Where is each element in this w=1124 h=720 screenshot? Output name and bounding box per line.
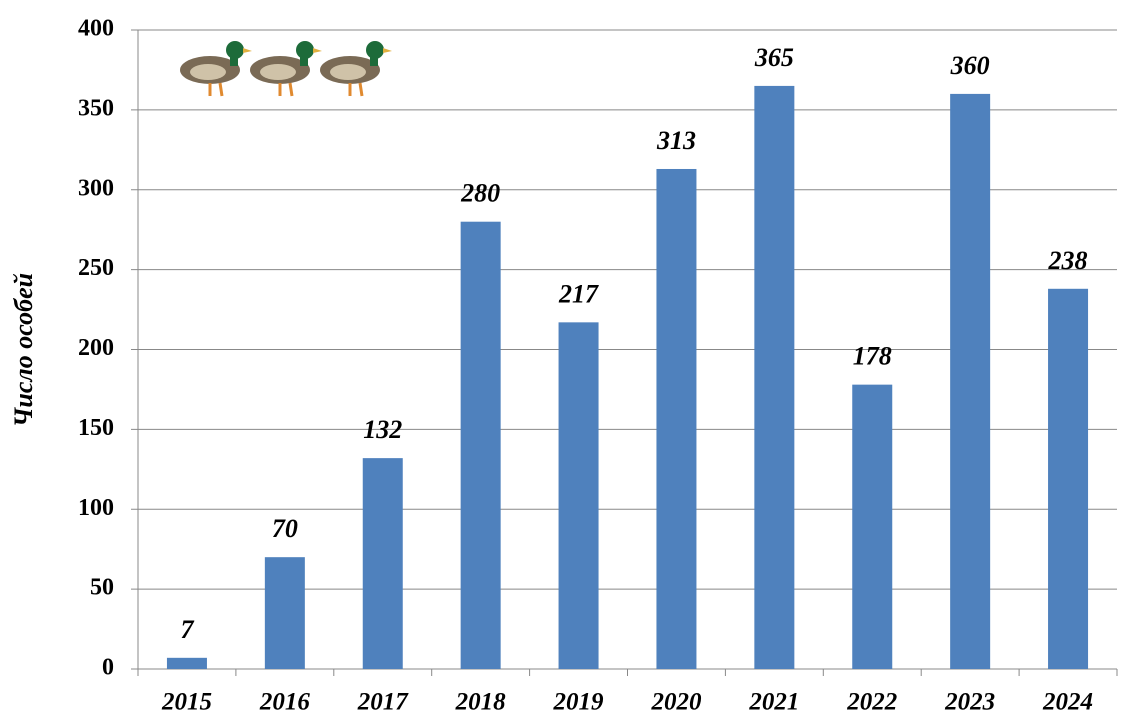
value-label: 313 [656, 126, 696, 155]
x-tick-label: 2023 [944, 689, 995, 716]
x-tick-label: 2021 [748, 689, 799, 716]
bar [166, 657, 207, 669]
value-label: 238 [1048, 246, 1088, 275]
bar [1048, 288, 1089, 669]
y-tick-label: 200 [78, 335, 114, 361]
x-tick-label: 2015 [161, 689, 212, 716]
y-tick-label: 150 [78, 415, 114, 441]
x-tick-label: 2024 [1042, 689, 1093, 716]
y-tick-label: 0 [102, 655, 114, 681]
value-label: 217 [558, 279, 599, 308]
y-axis-title: Число особей [9, 273, 38, 427]
bar [264, 557, 305, 669]
bar [852, 384, 893, 669]
x-tick-label: 2019 [553, 689, 605, 716]
bar [950, 93, 991, 669]
x-tick-label: 2017 [357, 689, 410, 716]
y-tick-label: 400 [78, 16, 114, 42]
bar [558, 322, 599, 669]
value-label: 365 [754, 43, 794, 72]
y-tick-label: 350 [78, 95, 114, 121]
x-tick-label: 2018 [455, 689, 507, 716]
y-tick-label: 300 [78, 175, 114, 201]
bar [362, 458, 403, 669]
value-label: 132 [363, 415, 402, 444]
y-tick-label: 50 [90, 575, 114, 601]
duck-decoration [180, 41, 392, 97]
x-tick-label: 2020 [650, 689, 702, 716]
value-label: 70 [272, 514, 298, 543]
value-label: 280 [460, 179, 500, 208]
y-tick-label: 250 [78, 255, 114, 281]
y-tick-label: 100 [78, 495, 114, 521]
x-tick-label: 2016 [259, 689, 311, 716]
value-label: 7 [180, 615, 194, 644]
bar [754, 85, 795, 670]
bar [656, 168, 697, 670]
bar [460, 221, 501, 669]
value-label: 178 [853, 342, 892, 371]
value-label: 360 [950, 51, 990, 80]
x-tick-label: 2022 [846, 689, 897, 716]
